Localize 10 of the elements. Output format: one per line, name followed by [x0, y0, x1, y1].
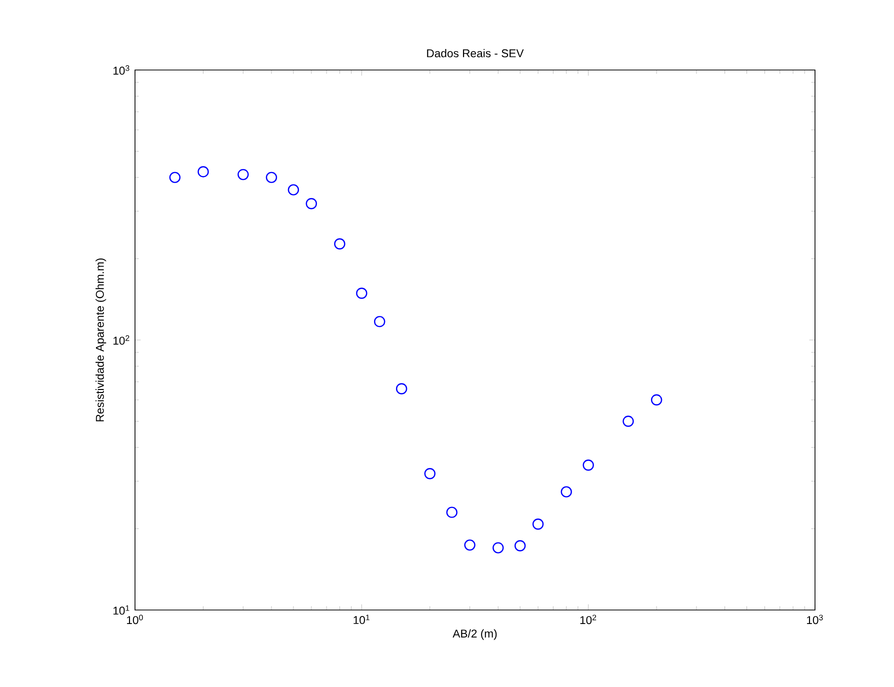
x-tick-label: 10$^{2}$ — [580, 614, 596, 624]
y-tick-label: 10$^{1}$ — [113, 605, 130, 615]
chart-title: Dados Reais - SEV — [427, 48, 524, 58]
y-tick-label: 10$^{3}$ — [113, 65, 130, 75]
y-tick-label: 10$^{2}$ — [113, 335, 130, 345]
x-tick-label: 10$^{0}$ — [127, 614, 143, 624]
x-tick-label: 10$^{3}$ — [807, 614, 823, 624]
x-tick-label: 10$^{1}$ — [354, 614, 370, 624]
y-axis-title: Resistividade Aparente (Ohm.m) — [96, 258, 106, 422]
x-axis-title: AB/2 (m) — [452, 629, 497, 640]
